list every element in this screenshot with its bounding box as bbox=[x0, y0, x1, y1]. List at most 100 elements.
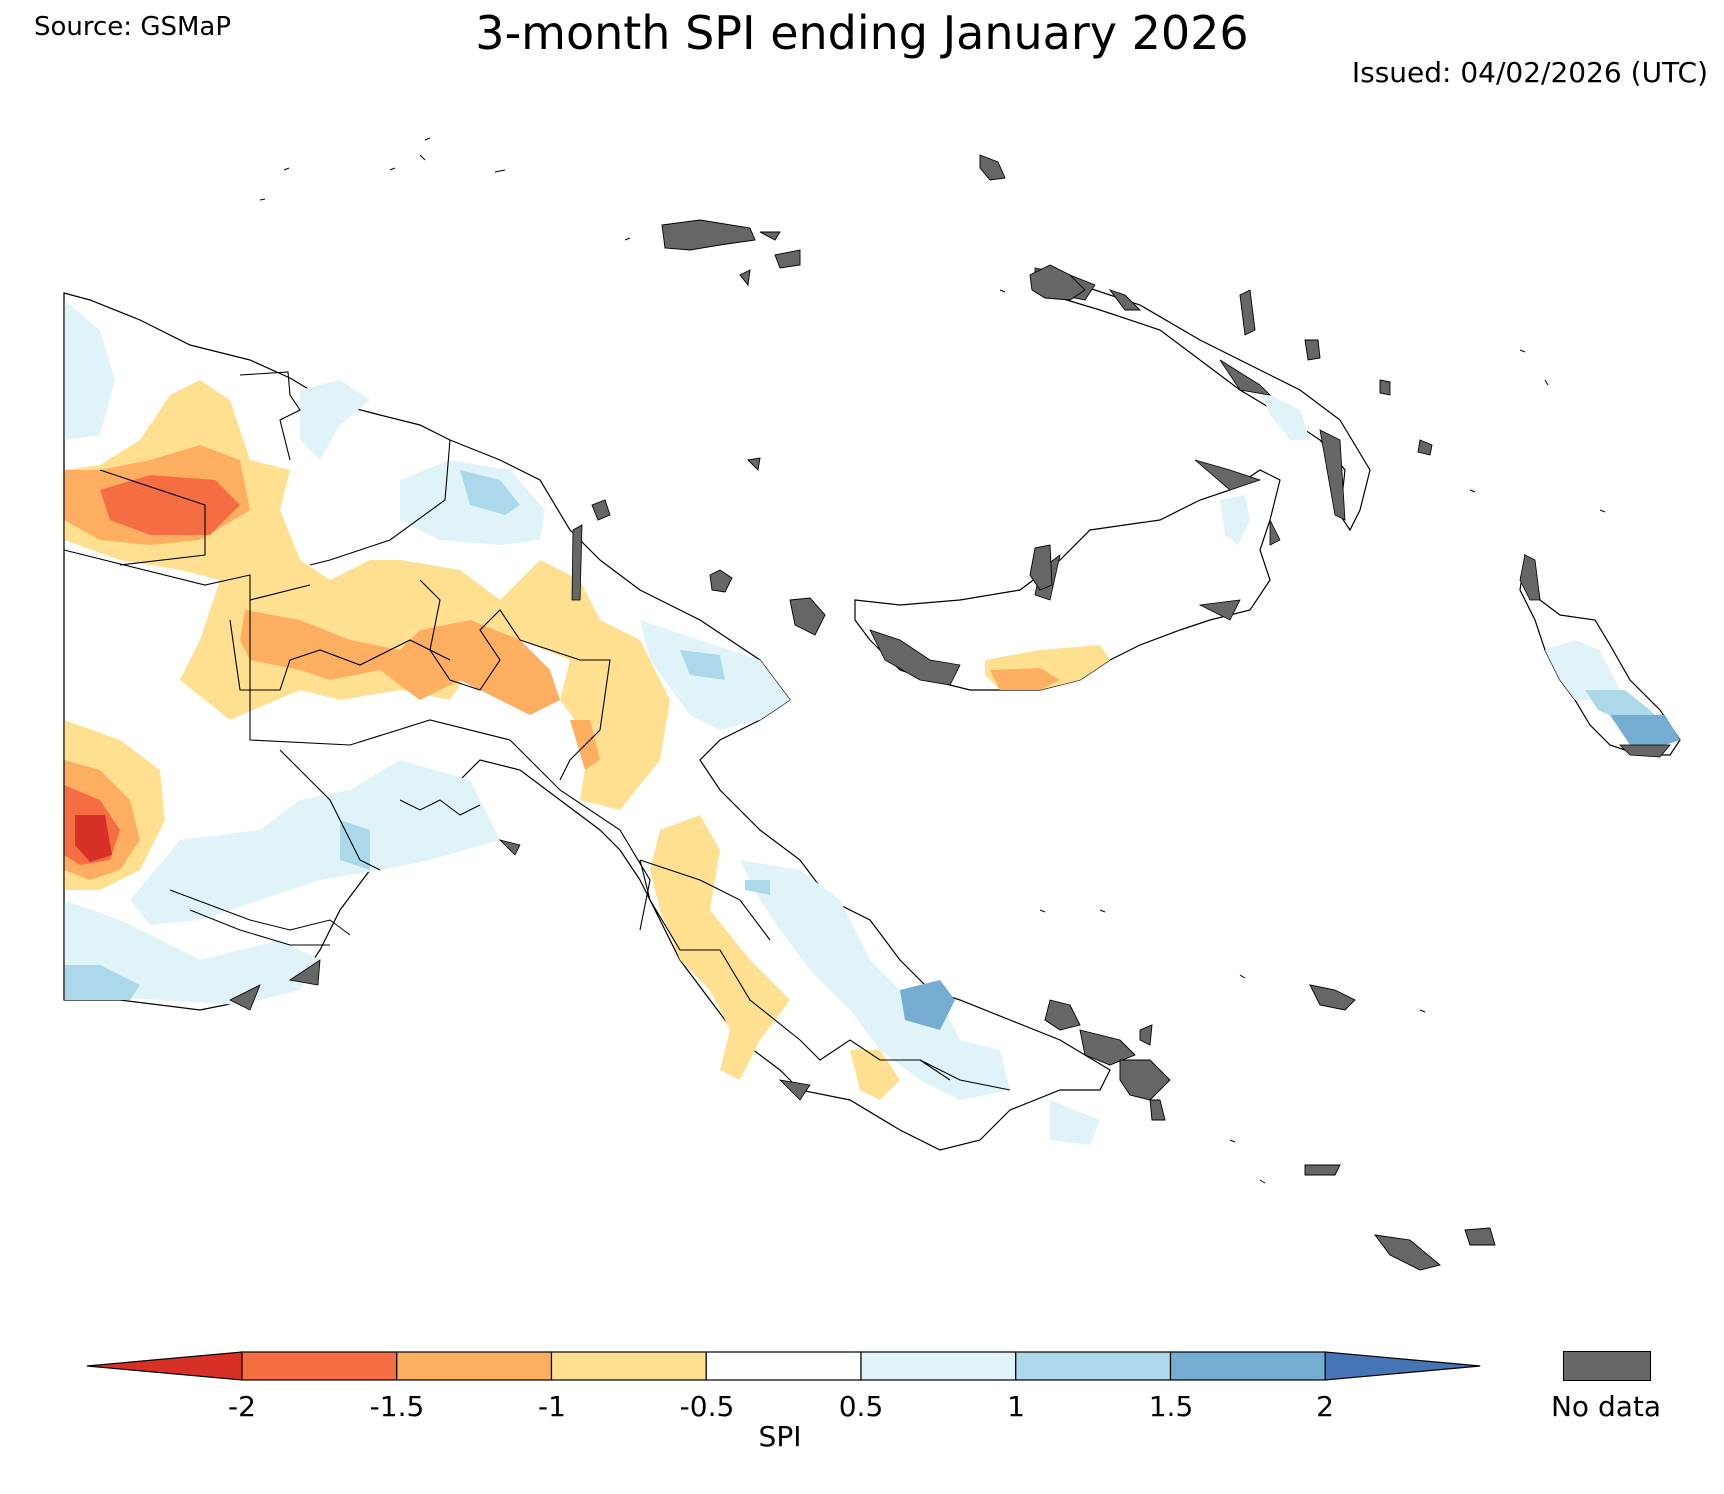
province-boundaries bbox=[63, 293, 1011, 1091]
tabar-island bbox=[1304, 339, 1321, 361]
colorbar-segment bbox=[550, 1351, 707, 1381]
islet-west-4 bbox=[283, 167, 290, 171]
map-title: 3-month SPI ending January 2026 bbox=[475, 6, 1249, 60]
manus-east-islet bbox=[774, 249, 801, 269]
colorbar-tick-label: 1.5 bbox=[1148, 1390, 1194, 1423]
spi-zone-veryweat-oro-cape bbox=[900, 980, 955, 1030]
spi-zone-wet-sepik-core bbox=[460, 470, 520, 515]
spi-zone-wet-bougainville-core bbox=[1585, 690, 1660, 720]
colorbar-tick-label: 2 bbox=[1316, 1390, 1334, 1423]
spi-zone-moddry-new-britain bbox=[990, 668, 1060, 690]
spi-zone-wet-south bbox=[130, 760, 500, 925]
small-islets bbox=[259, 137, 1606, 1184]
islet-west-2 bbox=[419, 154, 426, 161]
umboi-island bbox=[789, 597, 826, 636]
colorbar-tick-label: -1 bbox=[538, 1390, 566, 1423]
colorbar-tick-label: -2 bbox=[228, 1390, 256, 1423]
spi-zone-wet-new-ireland bbox=[1260, 390, 1310, 440]
colorbar-segment bbox=[396, 1351, 553, 1381]
mainland bbox=[63, 292, 1111, 1151]
spi-zone-wet-oro bbox=[740, 860, 1010, 1100]
bougainville-nodata-patches bbox=[1519, 554, 1671, 758]
spi-zone-wet-nw bbox=[64, 300, 115, 440]
nodata-patch-gulf-coast bbox=[498, 839, 521, 856]
fly-river-delta-channel-1 bbox=[169, 889, 351, 936]
karkar-island bbox=[591, 499, 611, 521]
colorbar-title: SPI bbox=[758, 1420, 802, 1453]
bougainville bbox=[1519, 553, 1681, 758]
vitu-islands bbox=[1029, 544, 1053, 591]
tagula-island bbox=[1373, 1234, 1441, 1271]
nodata-patch-new-britain-w bbox=[1269, 519, 1281, 546]
mainland-nodata-patches bbox=[229, 524, 811, 1101]
islet-west-3 bbox=[389, 167, 396, 171]
nodata-patch-new-britain-east bbox=[1194, 459, 1262, 491]
border-highlands-3 bbox=[419, 579, 521, 691]
colorbar-segment bbox=[1015, 1351, 1172, 1381]
islands-nodata bbox=[591, 154, 1496, 1271]
fly-river-delta-channel-3 bbox=[399, 799, 481, 816]
spi-zone-wet-bougainville bbox=[1545, 640, 1620, 700]
normanby-island bbox=[1149, 1099, 1166, 1121]
issued-date: Issued: 04/02/2026 (UTC) bbox=[1351, 56, 1708, 89]
fergusson-island bbox=[1119, 1059, 1171, 1101]
trobriand-island bbox=[1044, 999, 1081, 1031]
nodata-patch-new-britain-se bbox=[1198, 599, 1241, 621]
mussau-island bbox=[979, 154, 1006, 181]
new-britain bbox=[854, 459, 1281, 691]
manus-island bbox=[661, 219, 756, 251]
islet-north-2 bbox=[999, 289, 1006, 293]
dentrecasteaux-islet bbox=[1139, 1024, 1153, 1046]
islet-east-1 bbox=[1519, 349, 1526, 353]
lihir-island bbox=[1239, 289, 1256, 336]
new-ireland bbox=[1034, 267, 1371, 532]
new-ireland-outline bbox=[1038, 268, 1371, 532]
rossel-island bbox=[1464, 1227, 1496, 1246]
spi-zone-veryweat-bougainville bbox=[1610, 715, 1680, 745]
colorbar-tick-label: 0.5 bbox=[838, 1390, 884, 1423]
nodata-swatch bbox=[1563, 1351, 1651, 1381]
spi-zone-wet-gazelle bbox=[1220, 495, 1250, 545]
spi-zone-dry-southeast bbox=[650, 815, 790, 1080]
new-hanover bbox=[1029, 264, 1086, 301]
border-sandaun-east-sepik bbox=[239, 371, 301, 461]
nodata-patch-south-coast-2 bbox=[288, 959, 321, 986]
tanga-island bbox=[1379, 379, 1391, 396]
spi-zone-wet-south-core bbox=[340, 820, 370, 870]
new-hanover-islet bbox=[1108, 289, 1142, 311]
border-western-gulf bbox=[279, 749, 381, 871]
nodata-patch-papuan-coast bbox=[778, 1079, 811, 1101]
colorbar-segment bbox=[241, 1351, 398, 1381]
spi-colorbar bbox=[86, 1351, 1481, 1381]
nodata-patch-south-coast bbox=[229, 984, 261, 1011]
spi-zone-dry-papua-coast bbox=[850, 1050, 900, 1100]
border-central-milne bbox=[919, 1059, 1011, 1091]
source-label: Source: GSMaP bbox=[34, 12, 232, 42]
manus-islet-2 bbox=[759, 231, 781, 241]
colorbar-extend-high bbox=[1324, 1351, 1481, 1381]
colorbar-segment bbox=[1169, 1351, 1326, 1381]
border-highlands-2 bbox=[229, 619, 451, 691]
spi-zone-wet-north bbox=[300, 380, 370, 460]
spi-zone-wet-northeast-core bbox=[680, 650, 725, 680]
nodata-patch-buka bbox=[1519, 554, 1541, 601]
nodata-label: No data bbox=[1550, 1390, 1662, 1423]
islet-sea-5 bbox=[1229, 1139, 1236, 1143]
border-highlands-1 bbox=[249, 600, 651, 931]
border-morobe bbox=[639, 859, 951, 1081]
woodlark-island bbox=[1309, 984, 1356, 1011]
border-western-north bbox=[63, 549, 311, 601]
fly-river-delta-channel-2 bbox=[189, 909, 330, 946]
colorbar-segment bbox=[705, 1351, 862, 1381]
long-island bbox=[709, 569, 733, 593]
spi-zone-wet-sw-coast bbox=[64, 900, 320, 1005]
border-eastern-highlands bbox=[519, 639, 611, 781]
nodata-patch-new-britain-south bbox=[869, 629, 961, 686]
spi-zone-wet-sw-coast-core bbox=[64, 965, 140, 1000]
nodata-patch-new-ireland-south bbox=[1319, 429, 1346, 521]
islet-east-2 bbox=[1544, 379, 1549, 386]
islet-north-1 bbox=[624, 237, 631, 241]
spi-zone-extreme-sw bbox=[75, 815, 112, 862]
spi-zone-wet-oro-core bbox=[745, 880, 770, 895]
islet-west-5 bbox=[259, 198, 266, 201]
